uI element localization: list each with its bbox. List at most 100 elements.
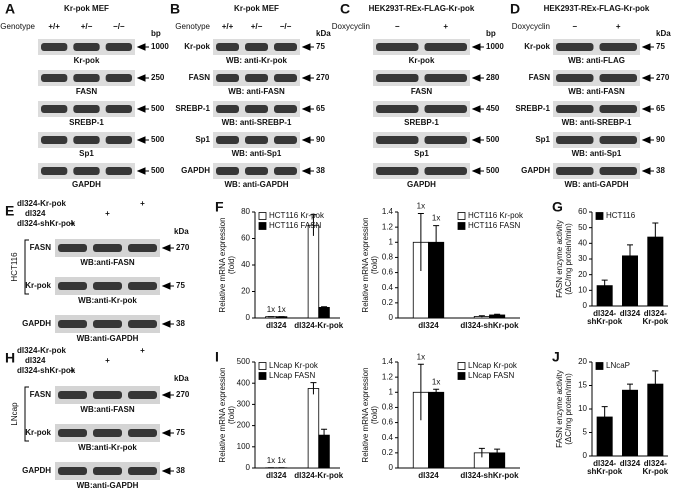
y-tick-label: 50 — [578, 223, 587, 232]
marker-arrow — [301, 136, 314, 144]
legend-swatch — [595, 212, 604, 220]
legend-swatch — [457, 362, 466, 370]
blot-title: HEK293T-REx-FLAG-Kr-pok — [369, 4, 475, 13]
lane-label: +/+ — [222, 22, 234, 31]
y-tick-label: 500 — [237, 357, 251, 366]
marker-size: 1000 — [151, 42, 169, 51]
band-label: GAPDH — [22, 466, 51, 475]
band — [424, 167, 467, 175]
marker-size: 270 — [176, 243, 190, 252]
band — [128, 391, 157, 399]
band — [93, 320, 122, 328]
band — [245, 105, 268, 113]
marker-arrow — [161, 467, 174, 475]
unit: kDa — [174, 227, 189, 236]
lane-mark: + — [105, 209, 110, 218]
legend-label: LNcap Kr-pok — [269, 361, 319, 370]
y-tick-label: 400 — [237, 378, 251, 387]
marker-size: 270 — [176, 390, 190, 399]
band-label: Sp1 — [414, 149, 429, 158]
band-label: SREBP-1 — [175, 104, 210, 113]
value-label: 1x — [417, 352, 425, 361]
legend-swatch — [457, 372, 466, 380]
marker-size: 500 — [486, 135, 500, 144]
x-tick-label: dl324-Kr-pok — [294, 471, 343, 480]
band — [41, 105, 68, 113]
marker-size: 500 — [151, 166, 165, 175]
y-tick-label: 200 — [237, 421, 251, 430]
band-label: Kr-pok — [184, 42, 210, 51]
legend-swatch — [595, 362, 604, 370]
header: Doxycyclin — [332, 22, 370, 31]
y-tick-label: 1.4 — [382, 357, 394, 366]
y-tick-label: 0 — [389, 463, 394, 472]
band — [599, 74, 637, 82]
band — [93, 429, 122, 437]
band — [556, 105, 594, 113]
y-tick-label: 0 — [583, 451, 588, 460]
bar — [307, 388, 320, 469]
legend-label: HCT116 FASN — [269, 221, 322, 230]
error-bar — [321, 306, 328, 309]
wb-label: WB: anti-GAPDH — [225, 180, 289, 189]
value-label: 1x — [267, 305, 275, 314]
error-bar — [478, 447, 485, 458]
x-tick-label: dl324 — [418, 321, 439, 330]
band-label: GAPDH — [181, 166, 210, 175]
band — [93, 282, 122, 290]
y-tick-label: 0 — [389, 313, 394, 322]
band — [128, 429, 157, 437]
y-tick-label: 30 — [578, 254, 587, 263]
x-tick-label: dl324-Kr-pok — [642, 309, 668, 326]
band — [41, 43, 68, 51]
y-tick-label: 0.8 — [382, 403, 394, 412]
marker-size: 500 — [151, 135, 165, 144]
y-tick-label: 20 — [578, 357, 587, 366]
band — [599, 167, 637, 175]
marker-size: 270 — [656, 73, 670, 82]
legend-label: LNcap Kr-pok — [468, 361, 518, 370]
y-tick-label: 0 — [246, 313, 251, 322]
marker-size: 1000 — [486, 42, 504, 51]
x-tick-label: dl324 — [266, 471, 287, 480]
legend-label: HCT116 Kr-pok — [269, 211, 325, 220]
wb-label: WB: anti-FLAG — [568, 56, 625, 65]
marker-arrow — [471, 167, 484, 175]
band — [556, 43, 594, 51]
y-tick-label: 40 — [578, 238, 587, 247]
error-bar — [310, 382, 317, 395]
y-tick-label: 1 — [389, 387, 394, 396]
y-tick-label: 0.4 — [382, 283, 394, 292]
unit: kDa — [316, 29, 331, 38]
y-tick-label: 0.8 — [382, 253, 394, 262]
error-bar — [310, 214, 317, 236]
bar — [428, 391, 445, 469]
band — [105, 74, 132, 82]
panel-letter: E — [5, 203, 14, 219]
panel-letter: I — [215, 349, 219, 365]
lane-label: + — [443, 22, 448, 31]
band — [599, 136, 637, 144]
wb-label: WB: anti-Sp1 — [572, 149, 622, 158]
band — [41, 74, 68, 82]
marker-arrow — [641, 136, 654, 144]
band-label: GAPDH — [521, 166, 550, 175]
band — [376, 43, 419, 51]
bracket — [24, 239, 29, 295]
y-tick-label: 15 — [578, 381, 587, 390]
band-label: FASN — [411, 87, 433, 96]
error-bar — [433, 225, 440, 259]
marker-arrow — [471, 105, 484, 113]
error-bar — [627, 383, 633, 397]
marker-size: 500 — [486, 166, 500, 175]
marker-arrow — [301, 43, 314, 51]
lane-label: +/− — [81, 22, 93, 31]
value-label: 1x — [277, 305, 285, 314]
band — [376, 74, 419, 82]
y-tick-label: 0 — [246, 463, 251, 472]
band — [73, 74, 100, 82]
band-label: FASN — [30, 243, 52, 252]
band-label: Sp1 — [535, 135, 550, 144]
legend-swatch — [258, 372, 267, 380]
